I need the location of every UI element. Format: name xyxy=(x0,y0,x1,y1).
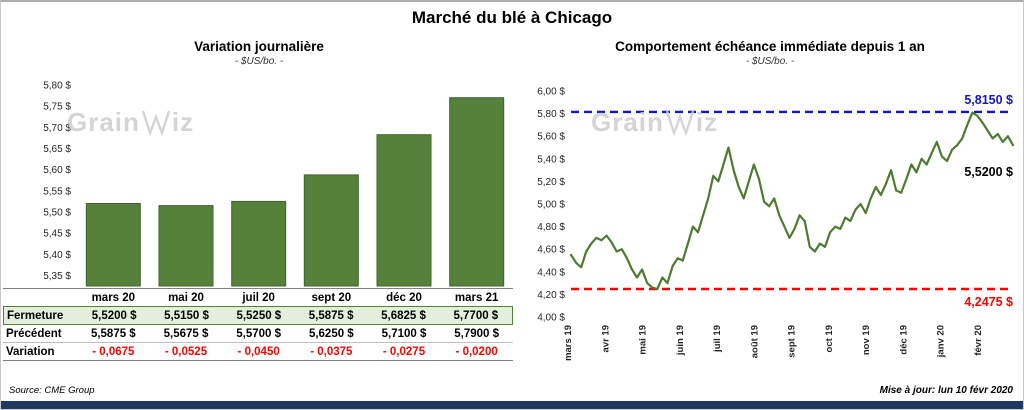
svg-text:5,45 $: 5,45 $ xyxy=(43,229,71,240)
bar-chart-title: Variation journalière xyxy=(194,39,324,54)
table-cell: - 0,0200 xyxy=(455,346,498,358)
table-cell: 5,7100 $ xyxy=(381,328,427,340)
month-header: sept 20 xyxy=(311,292,352,304)
svg-text:5,50 $: 5,50 $ xyxy=(43,207,71,218)
row-label: Variation xyxy=(6,345,55,358)
line-x-axis-labels: mars 19 avr 19 mai 19 juin 19 juil 19 août 19… xyxy=(563,325,984,361)
svg-text:5,65 $: 5,65 $ xyxy=(43,144,71,155)
table-cell: 5,5875 $ xyxy=(90,328,136,340)
table-cell: - 0,0275 xyxy=(382,346,426,358)
svg-text:4,00 $: 4,00 $ xyxy=(537,313,565,324)
table-cell: 5,5200 $ xyxy=(91,310,137,322)
svg-text:5,40 $: 5,40 $ xyxy=(43,250,71,261)
svg-text:août 19: août 19 xyxy=(749,325,760,358)
bottom-bar xyxy=(1,401,1023,409)
table-cell: 5,5150 $ xyxy=(164,310,209,322)
bar xyxy=(376,134,432,287)
svg-text:févr 20: févr 20 xyxy=(973,325,984,356)
table-cell: 5,7900 $ xyxy=(454,328,500,340)
bar xyxy=(158,205,214,287)
table-cell: 5,6250 $ xyxy=(308,328,354,340)
svg-text:4,20 $: 4,20 $ xyxy=(537,290,565,301)
svg-text:5,60 $: 5,60 $ xyxy=(43,165,71,176)
svg-text:5,80 $: 5,80 $ xyxy=(537,109,565,120)
table-cell: - 0,0375 xyxy=(310,346,353,358)
month-header: mai 20 xyxy=(168,292,204,304)
table-cell: 5,5875 $ xyxy=(308,310,354,322)
svg-text:juil 19: juil 19 xyxy=(712,325,723,353)
svg-text:4,80 $: 4,80 $ xyxy=(537,222,565,233)
line-chart: 4,00 $ 4,20 $ 4,40 $ 4,60 $ 4,80 $ 5,00 $ 5,20… xyxy=(537,87,1015,361)
svg-text:sept 19: sept 19 xyxy=(787,325,798,358)
line-chart-subtitle: - $US/bo. - xyxy=(745,56,795,67)
bar-y-axis-labels: 5,35 $ 5,40 $ 5,45 $ 5,50 $ 5,55 $ 5,60 $ 5,65… xyxy=(43,81,71,282)
svg-text:déc 19: déc 19 xyxy=(898,325,909,355)
svg-text:avr 19: avr 19 xyxy=(600,325,611,352)
svg-text:5,35 $: 5,35 $ xyxy=(43,271,71,282)
one-year-panel: Comportement échéance immédiate depuis 1… xyxy=(519,38,1021,377)
row-label: Précédent xyxy=(6,327,62,340)
svg-text:mars 19: mars 19 xyxy=(563,325,574,361)
month-header: mars 20 xyxy=(91,292,136,304)
svg-text:nov 19: nov 19 xyxy=(861,325,872,355)
table-header-row: mars 20 mai 20 juil 20 sept 20 déc 20 mars 21 xyxy=(3,288,513,306)
svg-text:5,60 $: 5,60 $ xyxy=(537,132,565,143)
bar-chart-subtitle: - $US/bo. - xyxy=(234,56,284,67)
svg-text:5,20 $: 5,20 $ xyxy=(537,177,565,188)
high-line-label: 5,8150 $ xyxy=(964,93,1013,107)
svg-text:4,40 $: 4,40 $ xyxy=(537,267,565,278)
price-table: mars 20 mai 20 juil 20 sept 20 déc 20 mars 21… xyxy=(3,288,513,361)
table-row-precedent: Précédent 5,5875 $ 5,5675 $ 5,5700 $ 5,6250 … xyxy=(3,325,513,343)
bar xyxy=(303,174,359,287)
svg-text:5,80 $: 5,80 $ xyxy=(43,81,71,92)
table-cell: - 0,0450 xyxy=(237,346,280,358)
daily-variation-panel: Variation journalière - $US/bo. - 5,35 $… xyxy=(3,38,515,361)
svg-text:6,00 $: 6,00 $ xyxy=(537,87,565,98)
source-note: Source: CME Group xyxy=(9,385,95,396)
table-cell: 5,7700 $ xyxy=(453,310,499,322)
svg-text:5,40 $: 5,40 $ xyxy=(537,154,565,165)
svg-text:5,55 $: 5,55 $ xyxy=(43,186,71,197)
bar-chart: 5,35 $ 5,40 $ 5,45 $ 5,50 $ 5,55 $ 5,60 $ 5,65… xyxy=(43,81,505,287)
row-label: Fermeture xyxy=(7,309,64,322)
price-line xyxy=(569,111,1015,291)
table-cell: 5,5250 $ xyxy=(236,310,282,322)
month-header: mars 21 xyxy=(454,292,499,304)
table-cell: 5,5675 $ xyxy=(163,328,209,340)
line-y-axis-labels: 4,00 $ 4,20 $ 4,40 $ 4,60 $ 4,80 $ 5,00 $ 5,20… xyxy=(537,87,565,324)
updated-note: Mise à jour: lun 10 févr 2020 xyxy=(879,385,1013,396)
page-title: Marché du blé à Chicago xyxy=(411,8,613,27)
bar xyxy=(231,200,287,287)
month-header: déc 20 xyxy=(386,292,422,304)
svg-text:4,60 $: 4,60 $ xyxy=(537,245,565,256)
svg-text:5,75 $: 5,75 $ xyxy=(43,102,71,113)
table-cell: 5,5700 $ xyxy=(236,328,282,340)
low-line-label: 4,2475 $ xyxy=(964,295,1013,309)
bar xyxy=(449,97,505,287)
svg-text:juin 19: juin 19 xyxy=(675,325,686,356)
table-cell: - 0,0525 xyxy=(164,346,208,358)
svg-text:mai 19: mai 19 xyxy=(638,325,649,355)
month-header: juil 20 xyxy=(242,292,275,304)
svg-text:5,70 $: 5,70 $ xyxy=(43,123,71,134)
table-cell: 5,6825 $ xyxy=(381,310,426,322)
bars xyxy=(85,97,505,287)
svg-text:5,00 $: 5,00 $ xyxy=(537,200,565,211)
current-price-label: 5,5200 $ xyxy=(964,165,1013,179)
line-chart-title: Comportement échéance immédiate depuis 1… xyxy=(615,39,925,54)
svg-text:oct 19: oct 19 xyxy=(824,325,835,352)
table-row-variation: Variation - 0,0675 - 0,0525 - 0,0450 - 0,037… xyxy=(3,343,513,361)
bar xyxy=(85,203,141,287)
table-cell: - 0,0675 xyxy=(92,346,135,358)
svg-text:janv 20: janv 20 xyxy=(936,325,947,358)
table-row-fermeture: Fermeture 5,5200 $ 5,5150 $ 5,5250 $ 5,5875 … xyxy=(3,306,513,325)
